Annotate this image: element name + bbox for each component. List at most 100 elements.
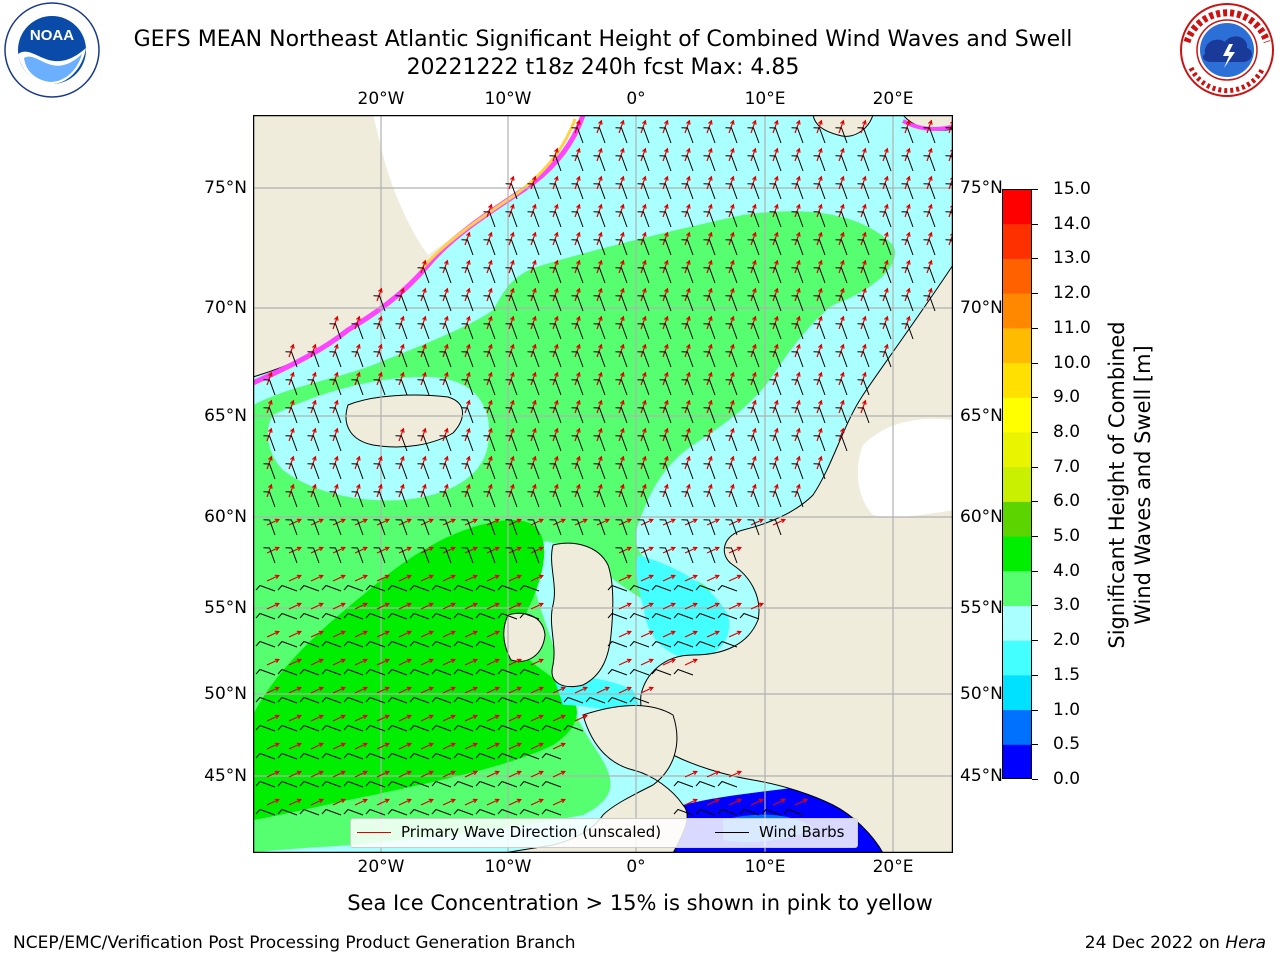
wind-barb bbox=[431, 808, 452, 816]
wind-barb bbox=[901, 155, 914, 172]
wave-arrow-head bbox=[620, 371, 625, 377]
wave-arrow-head bbox=[840, 399, 845, 405]
wave-arrow-head bbox=[818, 399, 823, 405]
wave-arrow-head bbox=[752, 427, 757, 433]
wave-arrow-head bbox=[516, 546, 522, 552]
wind-barb bbox=[607, 640, 628, 648]
wind-barb bbox=[329, 463, 342, 480]
wind-barb bbox=[387, 724, 408, 732]
wave-direction-arrow bbox=[662, 630, 676, 638]
wind-barb bbox=[747, 463, 760, 480]
wave-arrow-head bbox=[582, 518, 588, 524]
wind-barb bbox=[527, 379, 540, 396]
lat-tick-left: 50°N bbox=[204, 684, 247, 704]
wave-arrow-head bbox=[774, 175, 779, 181]
wind-barb bbox=[747, 379, 760, 396]
wave-direction-arrow bbox=[376, 372, 382, 386]
wave-arrow-head bbox=[554, 399, 559, 405]
wave-direction-arrow bbox=[662, 120, 668, 134]
wave-direction-arrow bbox=[684, 400, 690, 414]
wind-barb bbox=[659, 267, 672, 284]
wind-barb bbox=[505, 295, 518, 312]
wind-barb bbox=[505, 211, 518, 228]
wave-arrow-head bbox=[274, 658, 280, 664]
wind-barb bbox=[409, 668, 430, 676]
wind-barb bbox=[659, 379, 672, 396]
wind-barb bbox=[835, 435, 848, 452]
wave-arrow-head bbox=[686, 175, 691, 181]
wave-arrow-head bbox=[950, 232, 953, 236]
wave-direction-arrow bbox=[288, 518, 302, 526]
wave-arrow-head bbox=[758, 518, 764, 524]
wind-barb bbox=[717, 780, 738, 788]
wave-arrow-head bbox=[862, 231, 867, 237]
wave-direction-arrow bbox=[596, 400, 602, 414]
wave-arrow-head bbox=[494, 546, 500, 552]
wind-barb bbox=[505, 435, 518, 452]
wave-arrow-head bbox=[642, 259, 647, 265]
wave-arrow-head bbox=[576, 175, 581, 181]
lon-tick-top: 20°W bbox=[357, 89, 405, 109]
wind-barb bbox=[549, 463, 562, 480]
wave-direction-arrow bbox=[904, 204, 910, 218]
wave-arrow-head bbox=[406, 798, 412, 804]
wave-direction-arrow bbox=[926, 260, 932, 274]
wave-arrow-head bbox=[752, 371, 757, 377]
wave-arrow-head bbox=[274, 630, 280, 636]
wave-arrow-head bbox=[950, 148, 953, 152]
wave-arrow-head bbox=[708, 371, 713, 377]
wind-barb bbox=[409, 640, 430, 648]
wave-arrow-head bbox=[928, 259, 933, 265]
wind-barb bbox=[659, 155, 672, 172]
wave-direction-arrow bbox=[486, 428, 492, 442]
wave-direction-arrow bbox=[508, 232, 514, 246]
wave-direction-arrow bbox=[618, 176, 624, 190]
wind-barb bbox=[461, 407, 474, 424]
arrow-legend-swatch bbox=[357, 832, 391, 833]
colorbar-title: Significant Height of Combined Wind Wave… bbox=[1104, 275, 1156, 695]
wave-arrow-head bbox=[428, 630, 434, 636]
wave-arrow-head bbox=[752, 259, 757, 265]
wave-direction-arrow bbox=[288, 372, 294, 386]
wave-direction-arrow bbox=[684, 316, 690, 330]
wave-arrow-head bbox=[340, 770, 346, 776]
wave-arrow-head bbox=[620, 203, 625, 209]
wind-barb bbox=[483, 519, 496, 536]
wave-direction-arrow bbox=[464, 316, 470, 330]
wave-direction-arrow bbox=[398, 574, 412, 582]
wind-barb bbox=[395, 379, 408, 396]
wave-arrow-head bbox=[378, 343, 383, 349]
wave-height-map bbox=[253, 115, 953, 853]
wind-barb bbox=[307, 351, 320, 368]
wave-direction-arrow bbox=[860, 400, 866, 414]
wave-arrow-head bbox=[516, 798, 522, 804]
wave-arrow-head bbox=[730, 315, 735, 321]
wind-barb bbox=[725, 547, 738, 564]
wind-barb bbox=[519, 668, 540, 676]
wave-direction-arrow bbox=[508, 602, 522, 610]
wave-direction-arrow bbox=[332, 574, 346, 582]
wave-arrow-head bbox=[450, 546, 456, 552]
wave-arrow-head bbox=[510, 343, 515, 349]
wind-barb bbox=[439, 547, 452, 564]
wave-direction-arrow bbox=[706, 316, 712, 330]
wave-arrow-head bbox=[670, 574, 676, 580]
wave-arrow-head bbox=[362, 686, 368, 692]
wind-barb bbox=[461, 435, 474, 452]
wave-arrow-head bbox=[708, 119, 713, 125]
wave-arrow-head bbox=[318, 630, 324, 636]
wind-barb bbox=[483, 323, 496, 340]
wind-barb bbox=[637, 183, 650, 200]
wave-arrow-head bbox=[818, 315, 823, 321]
wave-arrow-head bbox=[692, 574, 698, 580]
wave-direction-arrow bbox=[420, 658, 434, 666]
wave-arrow-head bbox=[488, 427, 493, 433]
colorbar-segment bbox=[1002, 431, 1032, 468]
wind-barb bbox=[571, 295, 584, 312]
wind-barb bbox=[659, 547, 672, 564]
wind-barb bbox=[549, 183, 562, 200]
wind-barb bbox=[571, 155, 584, 172]
wave-direction-arrow bbox=[530, 456, 536, 470]
wind-barb bbox=[725, 519, 738, 536]
wave-arrow-head bbox=[862, 287, 867, 293]
